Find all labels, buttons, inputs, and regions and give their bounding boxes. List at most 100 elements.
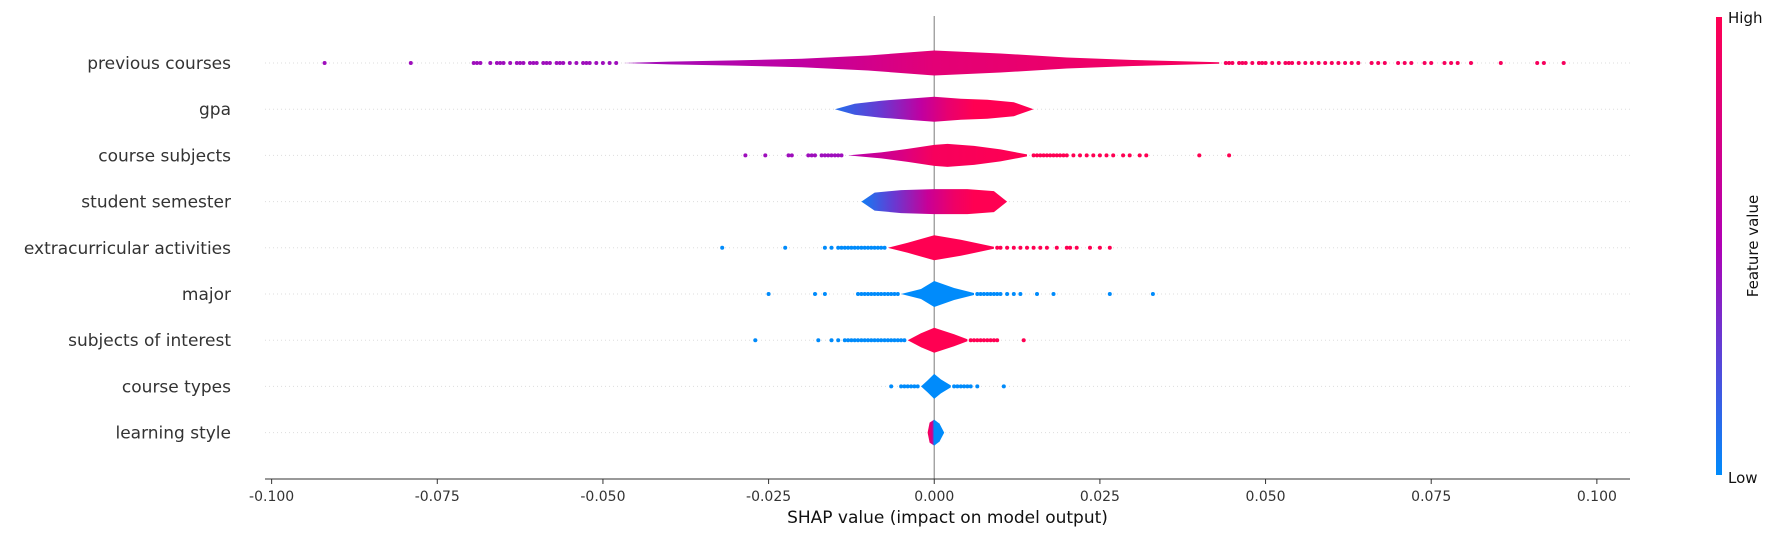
shap-point	[1286, 61, 1291, 65]
shap-point	[892, 338, 897, 343]
shap-point	[1044, 153, 1049, 158]
shap-point	[995, 338, 1000, 343]
shap-point	[1084, 153, 1089, 158]
shap-point	[889, 292, 894, 296]
shap-point	[1409, 61, 1414, 65]
shap-point	[557, 61, 562, 65]
shap-point	[836, 153, 841, 158]
shap-point	[531, 61, 536, 65]
colorbar-gradient	[1716, 17, 1722, 475]
shap-point	[912, 384, 917, 389]
shap-point	[846, 245, 851, 250]
shap-point	[829, 338, 834, 343]
shap-point	[905, 384, 910, 389]
shap-point	[849, 245, 854, 250]
shap-point	[852, 245, 857, 250]
shap-point	[981, 292, 986, 296]
shap-point	[498, 61, 503, 65]
shap-point	[1402, 61, 1407, 65]
x-tick-label: 0.025	[1080, 489, 1120, 505]
shap-point	[1041, 153, 1046, 158]
shap-point	[952, 384, 957, 389]
shap-point	[869, 292, 874, 296]
shap-point	[829, 245, 834, 250]
shap-point	[975, 338, 980, 343]
colorbar-title: Feature value	[1744, 195, 1762, 297]
shap-point	[1011, 245, 1016, 250]
shap-point	[1018, 292, 1023, 296]
shap-point	[1005, 245, 1010, 250]
shap-point	[902, 338, 907, 343]
shap-point	[1243, 61, 1248, 65]
violin-body	[901, 281, 974, 307]
shap-point	[494, 61, 499, 65]
shap-point	[521, 61, 526, 65]
shap-point	[1121, 153, 1126, 158]
shap-point	[763, 153, 768, 158]
shap-point	[813, 292, 817, 296]
shap-point	[1256, 61, 1261, 65]
shap-point	[1561, 61, 1566, 65]
shap-point	[968, 384, 973, 389]
shap-point	[561, 61, 566, 65]
shap-point	[1061, 153, 1066, 158]
shap-point	[1038, 153, 1043, 158]
shap-point	[879, 338, 884, 343]
shap-point	[783, 245, 788, 250]
shap-point	[1449, 61, 1454, 65]
shap-point	[985, 292, 990, 296]
shap-point	[720, 245, 725, 250]
shap-point	[1240, 61, 1245, 65]
violin-layer	[322, 50, 1566, 446]
shap-point	[1290, 61, 1295, 65]
shap-point	[1074, 245, 1079, 250]
shap-point	[789, 153, 794, 158]
shap-point	[958, 384, 963, 389]
shap-point	[1051, 153, 1056, 158]
shap-point	[872, 292, 877, 296]
shap-point	[962, 384, 967, 389]
shap-point	[471, 61, 476, 65]
feature-labels: previous courses gpa course subjects studen…	[24, 54, 231, 444]
shap-point	[822, 292, 827, 296]
shap-point	[1316, 61, 1321, 65]
shap-point	[1469, 61, 1473, 65]
shap-point	[1051, 292, 1056, 296]
shap-point	[547, 61, 552, 65]
shap-point	[1356, 61, 1361, 65]
shap-point	[1064, 245, 1069, 250]
shap-point	[1197, 153, 1202, 158]
x-tick-label: -0.050	[580, 489, 625, 505]
violin-body	[622, 50, 1220, 76]
shap-point	[1064, 153, 1069, 158]
shap-point	[518, 61, 523, 65]
shap-point	[1336, 61, 1341, 65]
colorbar: High Low Feature value	[1716, 9, 1762, 487]
shap-point	[1250, 61, 1255, 65]
shap-point	[866, 245, 870, 250]
shap-point	[915, 384, 920, 389]
shap-point	[607, 61, 612, 65]
shap-point	[856, 292, 860, 296]
shap-point	[1382, 61, 1387, 65]
shap-point	[554, 61, 559, 65]
shap-point	[1011, 292, 1016, 296]
shap-point	[1349, 61, 1354, 65]
shap-point	[1038, 245, 1043, 250]
shap-point	[975, 384, 980, 389]
shap-point	[1035, 292, 1039, 296]
shap-point	[836, 338, 841, 343]
shap-point	[1396, 61, 1401, 65]
shap-point	[1025, 245, 1029, 250]
shap-point	[1429, 61, 1434, 65]
shap-point	[968, 338, 973, 343]
violin-body	[927, 419, 945, 446]
x-tick-label: 0.000	[914, 489, 954, 505]
shap-point	[882, 245, 887, 250]
shap-point	[1455, 61, 1460, 65]
x-tick-label: 0.100	[1577, 489, 1617, 505]
shap-point	[1223, 61, 1228, 65]
violin-body	[848, 143, 1027, 167]
shap-point	[1323, 61, 1328, 65]
